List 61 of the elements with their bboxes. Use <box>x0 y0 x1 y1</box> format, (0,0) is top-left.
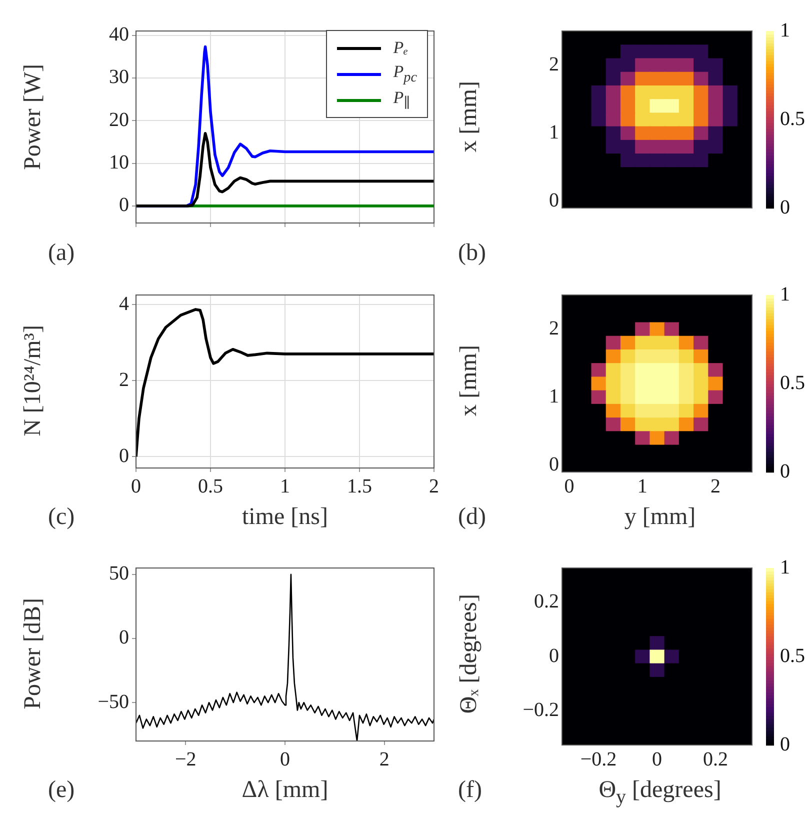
y-tick-label: 10 <box>109 152 129 174</box>
x-axis-title: y [mm] <box>623 504 697 531</box>
color-bar-label: 1 <box>780 19 790 42</box>
text: (c) <box>48 504 75 531</box>
y-tick-label: 0 <box>119 194 129 216</box>
legend-label: P$_{∥}$ <box>393 88 410 112</box>
color-bar-label: 0 <box>780 460 790 482</box>
y-tick-label: −50 <box>98 690 129 713</box>
x-tick-label: 1.5 <box>347 475 372 498</box>
x-tick-label: 1 <box>280 475 290 498</box>
y-tick-label: 0.2 <box>534 590 559 612</box>
y-tick-label: 1 <box>549 121 559 144</box>
y-tick-label: 40 <box>109 24 129 46</box>
legend-label: Pₑ <box>393 38 408 58</box>
x-tick-label: −2 <box>175 748 196 770</box>
x-axis-title: Θ$_{y}$ [degrees] <box>598 777 722 809</box>
x-tick-label: 0.2 <box>702 748 728 770</box>
color-bar-label: 0.5 <box>780 644 805 667</box>
y-tick-label: 0 <box>549 644 559 667</box>
x-axis-title: time [ns] <box>241 504 329 531</box>
x-tick-label: 0 <box>280 748 290 770</box>
y-tick-label: 30 <box>109 66 129 88</box>
x-tick-label: 2 <box>429 475 439 498</box>
y-axis-title: N [10²⁴/m³] <box>20 325 46 437</box>
x-tick-label: 1 <box>637 475 648 498</box>
y-tick-label: 2 <box>549 53 559 76</box>
y-tick-label: 2 <box>549 317 559 340</box>
y-tick-label: 2 <box>119 368 129 391</box>
y-axis-title: Power [W] <box>20 64 46 170</box>
y-tick-label: 0 <box>119 444 129 467</box>
y-axis-title: Θₓ [degrees] <box>456 594 482 714</box>
y-tick-label: 50 <box>109 562 129 585</box>
x-tick-label: 2 <box>710 475 720 498</box>
y-tick-label: 4 <box>119 292 129 315</box>
y-tick-label: 20 <box>109 108 129 131</box>
y-tick-label: 0 <box>549 189 559 212</box>
color-bar-label: 0.5 <box>780 372 805 394</box>
y-tick-label: 1 <box>549 385 559 408</box>
legend-label: P$_{pc}$ <box>393 62 417 86</box>
y-axis-title: x [mm] <box>456 345 482 417</box>
x-tick-label: 2 <box>379 748 390 770</box>
y-tick-label: −0.2 <box>522 699 559 722</box>
y-axis-title: x [mm] <box>456 81 482 153</box>
y-tick-label: 0 <box>549 453 559 476</box>
color-bar-label: 0 <box>780 733 790 756</box>
text: (a) <box>48 240 75 267</box>
text: (b) <box>458 240 486 267</box>
color-bar-label: 1 <box>780 556 790 578</box>
color-bar-label: 0.5 <box>780 108 805 130</box>
x-tick-label: −0.2 <box>580 748 617 770</box>
x-tick-label: 0 <box>564 475 574 498</box>
y-axis-title: Power [dB] <box>20 598 46 710</box>
text: (d) <box>458 504 486 531</box>
x-axis-title: Δλ [mm] <box>240 777 330 804</box>
text: (f) <box>458 777 482 804</box>
color-bar-label: 1 <box>780 283 790 306</box>
y-tick-label: 0 <box>119 626 129 649</box>
text: (e) <box>48 777 75 804</box>
x-tick-label: 0.5 <box>198 475 223 498</box>
color-bar-label: 0 <box>780 196 790 218</box>
x-tick-label: 0 <box>652 748 662 770</box>
